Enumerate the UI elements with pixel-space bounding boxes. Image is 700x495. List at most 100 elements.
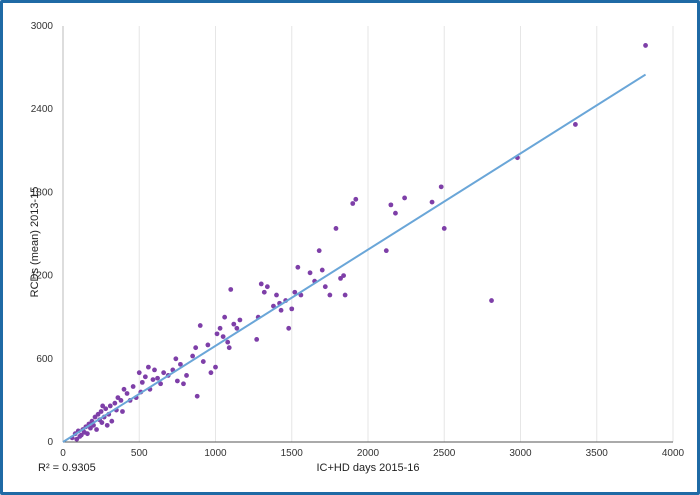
data-point bbox=[643, 43, 648, 48]
data-point bbox=[152, 367, 157, 373]
data-point bbox=[98, 409, 104, 414]
data-point bbox=[234, 325, 240, 331]
x-tick-label: 500 bbox=[131, 448, 148, 459]
axes bbox=[62, 26, 673, 443]
data-point bbox=[100, 403, 106, 409]
y-tick-label: 1200 bbox=[31, 271, 54, 282]
data-point bbox=[142, 374, 148, 380]
data-point bbox=[190, 353, 196, 359]
data-point bbox=[231, 321, 237, 327]
data-point bbox=[322, 284, 328, 290]
data-point bbox=[258, 281, 264, 287]
data-point bbox=[88, 425, 93, 431]
x-tick-label: 2000 bbox=[357, 448, 380, 459]
data-point bbox=[115, 395, 121, 401]
data-point bbox=[307, 270, 313, 276]
data-point bbox=[146, 364, 151, 370]
data-point bbox=[120, 409, 125, 414]
data-point bbox=[225, 339, 231, 345]
data-point bbox=[292, 289, 298, 295]
data-point bbox=[99, 420, 105, 425]
y-tick-label: 3000 bbox=[31, 21, 54, 32]
data-point bbox=[112, 400, 118, 406]
data-point bbox=[319, 267, 325, 273]
r-squared-annotation: R² = 0.9305 bbox=[38, 462, 96, 474]
data-point bbox=[118, 398, 124, 403]
data-point bbox=[200, 359, 206, 364]
data-point bbox=[327, 292, 333, 298]
data-points bbox=[69, 43, 648, 442]
x-axis-title: IC+HD days 2015-16 bbox=[316, 462, 419, 474]
data-point bbox=[92, 414, 98, 420]
y-tick-label: 600 bbox=[36, 354, 53, 365]
data-point bbox=[193, 345, 199, 351]
data-point bbox=[214, 331, 220, 337]
data-point bbox=[264, 284, 270, 290]
data-point bbox=[489, 298, 494, 303]
data-point bbox=[85, 431, 90, 437]
data-point bbox=[402, 195, 407, 201]
data-point bbox=[217, 325, 223, 331]
x-tick-label: 4000 bbox=[662, 448, 685, 459]
data-point bbox=[429, 199, 435, 205]
data-point bbox=[441, 226, 447, 231]
data-point bbox=[383, 248, 389, 254]
trendline-group bbox=[62, 73, 647, 443]
data-point bbox=[237, 317, 243, 323]
data-point bbox=[181, 381, 186, 387]
data-point bbox=[295, 264, 301, 270]
data-point bbox=[150, 377, 156, 382]
data-point bbox=[109, 418, 115, 424]
trendline bbox=[62, 73, 647, 443]
data-point bbox=[124, 391, 130, 396]
data-point bbox=[228, 287, 234, 292]
data-point bbox=[78, 432, 84, 438]
data-point bbox=[197, 323, 203, 328]
x-tick-labels: 0 500 1000 1500 2000 2500 3000 3500 4000 bbox=[60, 448, 684, 459]
data-point bbox=[274, 292, 279, 298]
y-tick-label: 0 bbox=[47, 437, 53, 448]
y-tick-label: 2400 bbox=[31, 104, 54, 115]
data-point bbox=[278, 307, 284, 313]
data-point bbox=[94, 427, 99, 432]
data-point bbox=[342, 292, 348, 298]
data-point bbox=[333, 226, 339, 231]
x-tick-label: 3000 bbox=[509, 448, 532, 459]
data-point bbox=[338, 275, 343, 281]
data-point bbox=[316, 248, 322, 254]
data-point bbox=[226, 345, 232, 351]
grid-lines bbox=[138, 26, 674, 442]
data-point bbox=[174, 378, 180, 384]
data-point bbox=[393, 210, 398, 216]
x-tick-label: 0 bbox=[60, 448, 66, 459]
data-point bbox=[155, 375, 160, 381]
data-point bbox=[213, 364, 218, 370]
data-point bbox=[438, 184, 444, 190]
data-point bbox=[161, 370, 167, 376]
x-tick-label: 1500 bbox=[281, 448, 304, 459]
data-point bbox=[136, 370, 142, 376]
data-point bbox=[220, 334, 226, 340]
data-point bbox=[121, 386, 127, 392]
data-point bbox=[158, 381, 164, 387]
y-tick-labels: 0 600 1200 1800 2400 3000 bbox=[31, 21, 54, 448]
data-point bbox=[208, 370, 214, 376]
data-point bbox=[173, 356, 179, 362]
x-tick-label: 3500 bbox=[586, 448, 609, 459]
data-point bbox=[107, 403, 113, 409]
data-point bbox=[353, 196, 359, 202]
data-point bbox=[103, 406, 109, 412]
data-point bbox=[222, 314, 228, 320]
data-point bbox=[74, 436, 80, 442]
data-point bbox=[289, 306, 295, 312]
chart-panel bbox=[8, 8, 692, 487]
data-point bbox=[341, 273, 346, 278]
data-point bbox=[350, 201, 356, 206]
data-point bbox=[254, 336, 260, 342]
data-point bbox=[271, 303, 276, 309]
data-point bbox=[130, 384, 136, 389]
data-point bbox=[95, 411, 101, 417]
data-point bbox=[194, 393, 200, 399]
